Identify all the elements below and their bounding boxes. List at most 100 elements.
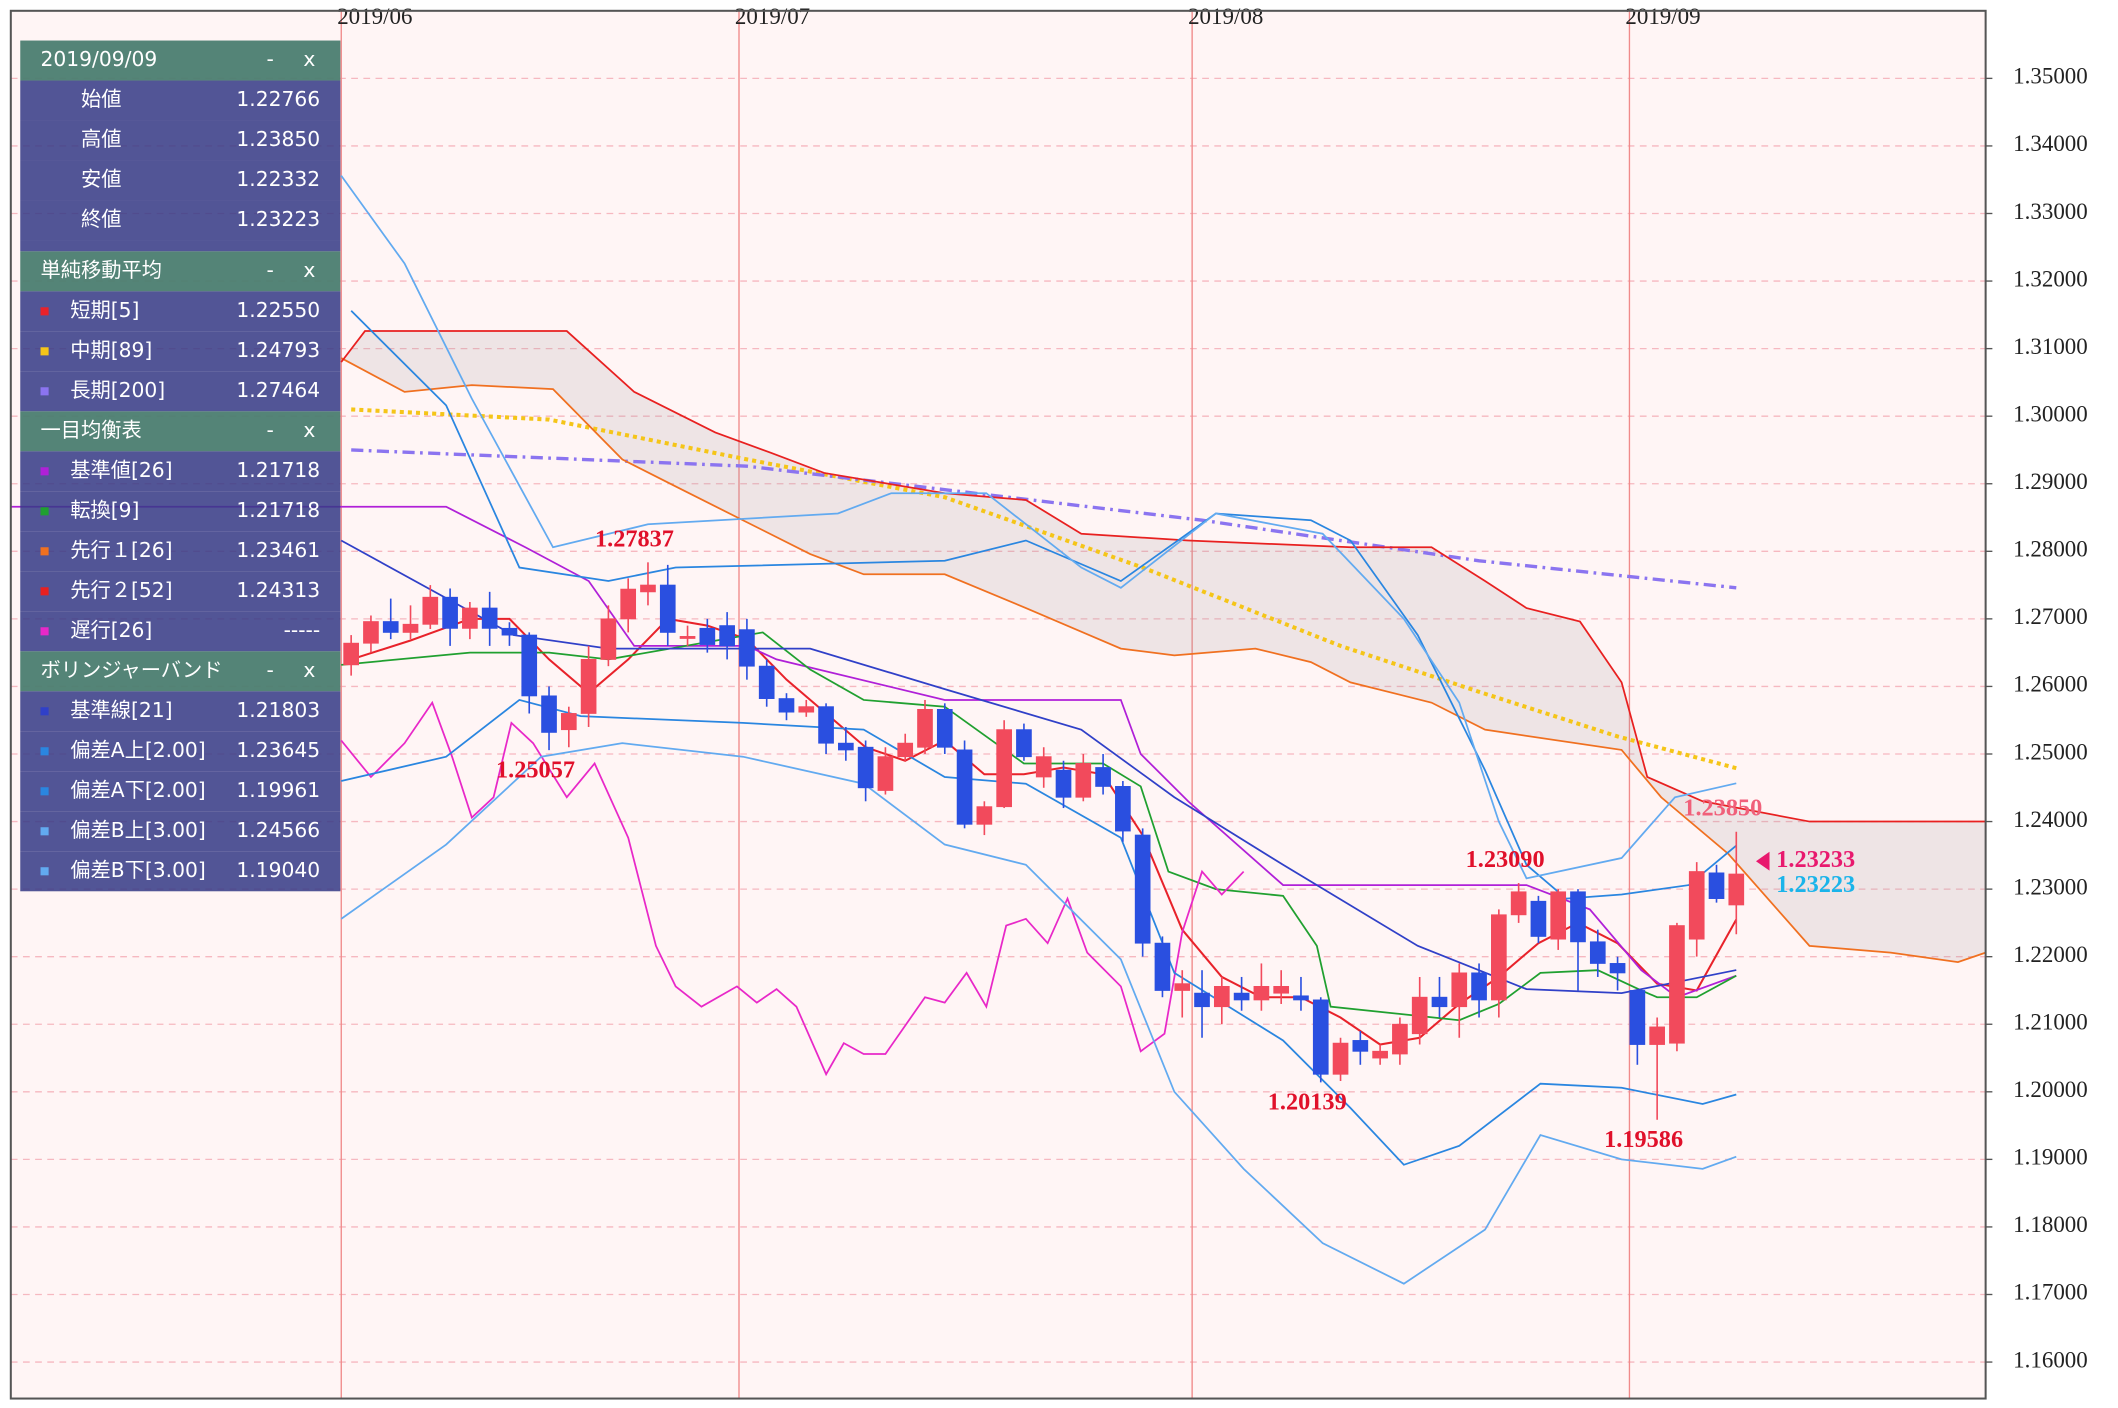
panel-minimize[interactable]: - <box>266 658 273 682</box>
y-tick-label: 1.25000 <box>2013 739 2088 764</box>
panel-minimize[interactable]: - <box>266 47 273 71</box>
panel-row <box>20 451 341 492</box>
candle-body <box>620 588 637 620</box>
candle-body <box>343 642 359 666</box>
panel-header <box>20 251 341 292</box>
candle-body <box>462 607 478 629</box>
indicator-line <box>340 175 1737 880</box>
indicator-line <box>340 742 1737 1285</box>
candle-body <box>1312 999 1329 1075</box>
x-tick-label: 2019/07 <box>735 4 810 29</box>
candle-body <box>996 729 1012 808</box>
panel-minimize[interactable]: - <box>266 258 273 282</box>
y-tick-label: 1.29000 <box>2013 469 2088 494</box>
candle-body <box>1055 769 1072 798</box>
candle-body <box>481 607 498 629</box>
y-tick-label: 1.33000 <box>2013 199 2088 224</box>
y-tick-label: 1.27000 <box>2013 604 2088 629</box>
candle-body <box>1431 996 1448 1008</box>
candle-body <box>1491 914 1507 1001</box>
candle-body <box>1669 925 1685 1044</box>
y-tick-label: 1.28000 <box>2013 537 2088 562</box>
candle-body <box>838 742 854 751</box>
panel-row <box>20 771 341 812</box>
panel-row-name: 中期[89] <box>70 338 152 362</box>
candle-body <box>1411 996 1428 1035</box>
panel-row <box>20 160 341 201</box>
panel-row <box>20 331 341 372</box>
panel-header <box>20 411 341 452</box>
legend-swatch <box>40 467 49 476</box>
indicator-line <box>340 330 1986 823</box>
candle-body <box>422 596 439 625</box>
candle-body <box>1708 872 1725 899</box>
candle-body <box>363 621 379 644</box>
candle-body <box>1174 983 1191 991</box>
panel-row <box>20 811 341 852</box>
y-tick-label: 1.22000 <box>2013 942 2088 967</box>
panel-row-value: 1.22550 <box>236 298 320 322</box>
panel-close[interactable]: x <box>303 418 315 442</box>
panel-row <box>20 851 341 892</box>
candle-body <box>936 708 953 748</box>
y-tick-label: 1.31000 <box>2013 334 2088 359</box>
legend-swatch <box>40 867 49 876</box>
annotation: 1.25057 <box>496 756 575 783</box>
indicator-line <box>351 407 1737 771</box>
panel-close[interactable]: x <box>303 258 315 282</box>
x-tick-label: 2019/06 <box>337 4 412 29</box>
candle-body <box>659 584 676 633</box>
candle-body <box>1471 972 1487 1001</box>
candle-body <box>1233 992 1250 1001</box>
panel-row-name: 基準値[26] <box>70 458 172 482</box>
y-tick-label: 1.32000 <box>2013 266 2088 291</box>
candle-body <box>857 746 874 789</box>
candle-body <box>1273 986 1290 994</box>
panel-title: 単純移動平均 <box>41 258 162 282</box>
candle-body <box>679 636 696 639</box>
panel-row-value: 1.24793 <box>236 338 320 362</box>
candle-body <box>1649 1026 1665 1045</box>
panel-header <box>20 651 341 692</box>
panel-minimize[interactable]: - <box>266 418 273 442</box>
legend-swatch <box>40 547 49 556</box>
y-tick-label: 1.20000 <box>2013 1077 2088 1102</box>
panel-row-value: 1.21718 <box>236 458 320 482</box>
indicator-line <box>340 539 1737 995</box>
panel-row-name: 先行２[52] <box>70 578 172 602</box>
panel-row <box>20 240 341 252</box>
panel-row-name: 基準線[21] <box>70 698 172 722</box>
panel-close[interactable]: x <box>303 658 315 682</box>
panel-row-value: 1.23645 <box>236 738 320 762</box>
candle-body <box>1016 729 1032 758</box>
panel-row <box>20 611 341 652</box>
panel-row-value: ----- <box>284 618 321 642</box>
candle-body <box>640 584 656 593</box>
legend-swatch <box>40 747 49 756</box>
panel-row <box>20 691 341 732</box>
candle-body <box>541 695 557 733</box>
panel-row <box>20 491 341 532</box>
candle-body <box>1451 972 1468 1008</box>
candle-body <box>956 749 973 825</box>
cloud <box>341 331 1986 963</box>
candle-body <box>719 625 735 647</box>
panel-row-value: 1.21718 <box>236 498 320 522</box>
info-panel: 2019/09/09 - x 始値 1.22766 高値 1.23850 安値 1.22332 終… <box>20 40 341 892</box>
candle-body <box>402 623 419 633</box>
y-tick-label: 1.19000 <box>2013 1145 2088 1170</box>
candle-body <box>1194 992 1210 1008</box>
legend-swatch <box>40 387 49 396</box>
candle-body <box>1253 986 1270 1001</box>
candle-body <box>1530 900 1547 937</box>
indicator-line <box>341 631 1737 1022</box>
annotation: 1.20139 <box>1268 1089 1347 1116</box>
panel-row-name: 転換[9] <box>70 498 139 522</box>
panel-close[interactable]: x <box>303 47 315 71</box>
legend-swatch <box>40 347 49 356</box>
panel-row-name: 長期[200] <box>70 378 165 402</box>
legend-swatch <box>40 587 49 596</box>
candle-body <box>917 708 933 748</box>
panel-header <box>20 40 341 81</box>
candle-body <box>739 629 755 667</box>
